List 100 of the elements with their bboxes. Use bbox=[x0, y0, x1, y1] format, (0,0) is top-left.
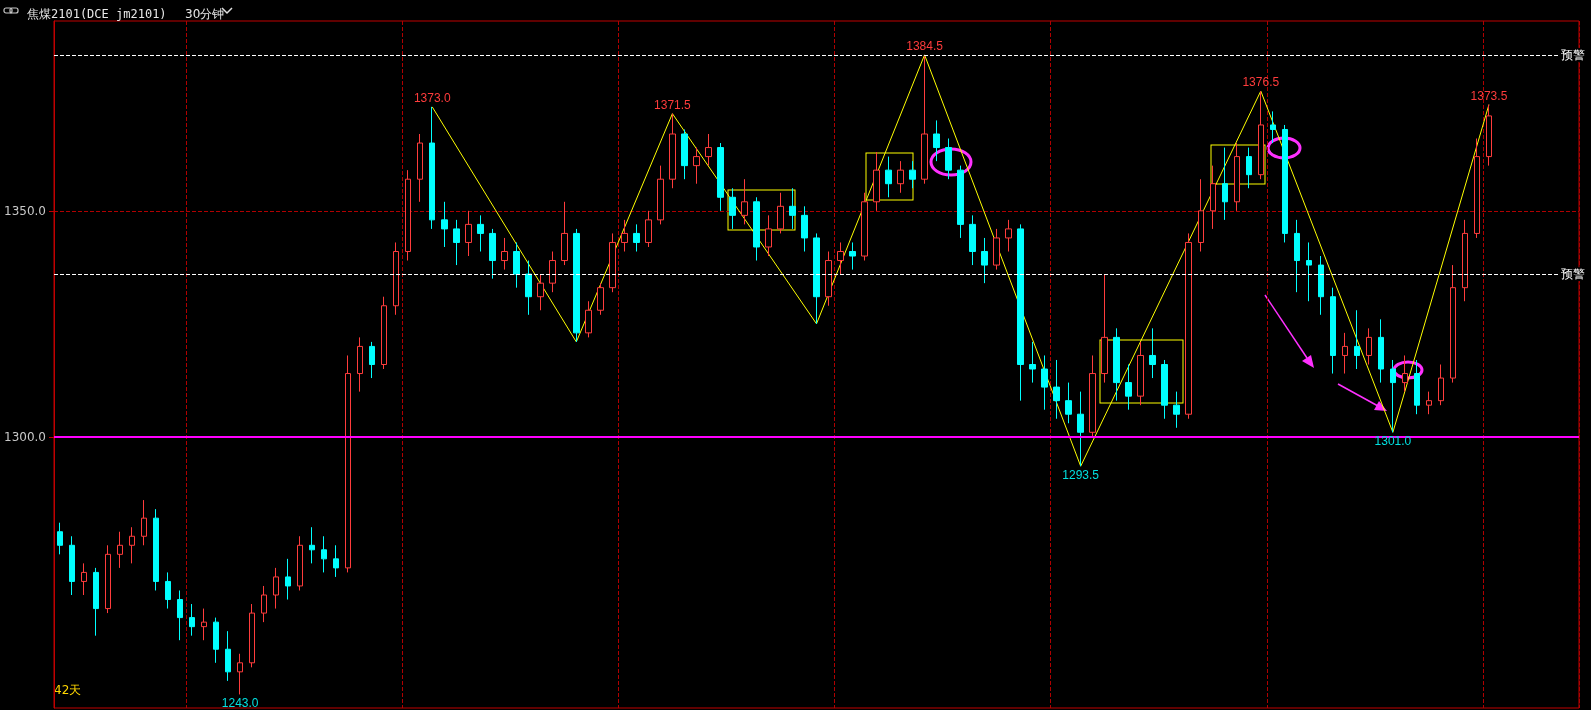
candlestick bbox=[1294, 219, 1300, 293]
candlestick bbox=[1210, 165, 1216, 230]
candlestick bbox=[1258, 90, 1264, 180]
candlestick bbox=[1185, 232, 1192, 420]
candlestick bbox=[825, 251, 832, 307]
candlestick bbox=[729, 187, 736, 230]
candlestick bbox=[1089, 354, 1096, 438]
y-tick-label: 1300.0 bbox=[4, 429, 46, 444]
candlestick bbox=[981, 237, 988, 284]
candlestick bbox=[717, 142, 724, 212]
candlestick bbox=[561, 201, 568, 266]
candlestick bbox=[489, 228, 496, 280]
candlestick bbox=[1330, 287, 1336, 375]
candlestick bbox=[1450, 264, 1456, 384]
candlestick bbox=[801, 205, 808, 253]
candlestick bbox=[333, 544, 339, 578]
candlestick bbox=[1438, 364, 1444, 406]
candlestick bbox=[1077, 391, 1084, 467]
candlestick bbox=[261, 585, 267, 623]
candlestick bbox=[1149, 327, 1156, 379]
candlestick bbox=[441, 201, 448, 248]
candlestick bbox=[1173, 391, 1180, 429]
ref-line-label: 预警 bbox=[1561, 47, 1585, 62]
candlestick bbox=[1318, 255, 1324, 316]
candlestick bbox=[765, 214, 772, 257]
annotation: 1301.0 bbox=[1374, 434, 1412, 449]
candlestick bbox=[57, 522, 63, 555]
candlestick bbox=[1366, 327, 1372, 365]
candlestick bbox=[1378, 318, 1384, 384]
candlestick bbox=[273, 567, 279, 610]
candlestick bbox=[117, 531, 123, 569]
candlestick bbox=[645, 210, 652, 248]
annotation: 1371.5 bbox=[654, 97, 692, 112]
candlestick bbox=[393, 241, 399, 316]
chart-title: 焦煤2101(DCE jm2101) bbox=[27, 7, 167, 21]
annotation: 1384.5 bbox=[906, 38, 944, 53]
candlestick bbox=[585, 300, 592, 338]
candlestick bbox=[189, 603, 195, 637]
candlestick bbox=[873, 151, 880, 212]
candlestick bbox=[945, 138, 952, 180]
candlestick bbox=[1101, 273, 1108, 384]
candlestick bbox=[69, 535, 75, 596]
candlestick bbox=[669, 113, 676, 189]
y-tick-label: 1350.0 bbox=[4, 203, 46, 218]
candlestick bbox=[921, 54, 928, 185]
candlestick bbox=[1198, 178, 1204, 253]
candlestick bbox=[81, 562, 87, 596]
candlestick bbox=[693, 147, 700, 185]
candlestick bbox=[1402, 354, 1408, 393]
ref-line-label: 预警 bbox=[1561, 267, 1585, 282]
candlestick bbox=[1041, 354, 1048, 411]
candlestick bbox=[861, 192, 868, 262]
candlestick bbox=[1005, 219, 1012, 253]
candlestick bbox=[1426, 391, 1432, 415]
candlestick bbox=[1474, 138, 1480, 239]
candlestick bbox=[1270, 110, 1276, 144]
candlestick bbox=[1234, 142, 1240, 212]
candlestick bbox=[105, 544, 111, 614]
candlestick bbox=[1354, 309, 1360, 370]
candlestick bbox=[513, 241, 520, 289]
candlestick bbox=[969, 214, 976, 266]
candlestick bbox=[657, 165, 664, 225]
candlestick bbox=[321, 535, 327, 573]
candlestick bbox=[777, 192, 784, 234]
candlestick bbox=[993, 228, 1000, 271]
candlestick bbox=[165, 571, 171, 610]
candlestick bbox=[129, 526, 135, 564]
candlestick bbox=[609, 232, 616, 293]
candlestick bbox=[285, 558, 291, 601]
candlestick bbox=[1342, 332, 1348, 375]
candlestick bbox=[345, 354, 351, 573]
candlestick bbox=[1053, 359, 1060, 420]
candlestick bbox=[1390, 359, 1396, 433]
candlestick bbox=[849, 241, 856, 271]
candlestick bbox=[381, 296, 387, 370]
candlestick bbox=[1017, 223, 1024, 402]
candlestick bbox=[705, 133, 712, 167]
candlestick bbox=[1246, 147, 1252, 189]
candlestick bbox=[465, 210, 472, 257]
candlestick bbox=[1161, 359, 1168, 420]
candlestick bbox=[681, 128, 688, 180]
candlestick bbox=[369, 341, 375, 379]
candlestick bbox=[1222, 147, 1228, 221]
candlestick bbox=[837, 241, 844, 275]
candlestick bbox=[549, 251, 556, 293]
candlestick bbox=[753, 196, 760, 262]
candlestick bbox=[417, 133, 423, 203]
candlestick bbox=[525, 260, 532, 316]
candlestick bbox=[1125, 364, 1132, 411]
candlestick bbox=[1462, 219, 1468, 302]
candlestick bbox=[237, 653, 243, 695]
candlestick bbox=[933, 119, 940, 162]
candlestick bbox=[357, 336, 363, 393]
candlestick bbox=[1306, 241, 1312, 302]
candlestick bbox=[213, 617, 219, 664]
candlestick bbox=[309, 526, 315, 564]
candlestick bbox=[405, 169, 411, 262]
candlestick bbox=[225, 630, 231, 682]
candlestick bbox=[1137, 341, 1144, 406]
candlestick bbox=[1065, 382, 1072, 424]
